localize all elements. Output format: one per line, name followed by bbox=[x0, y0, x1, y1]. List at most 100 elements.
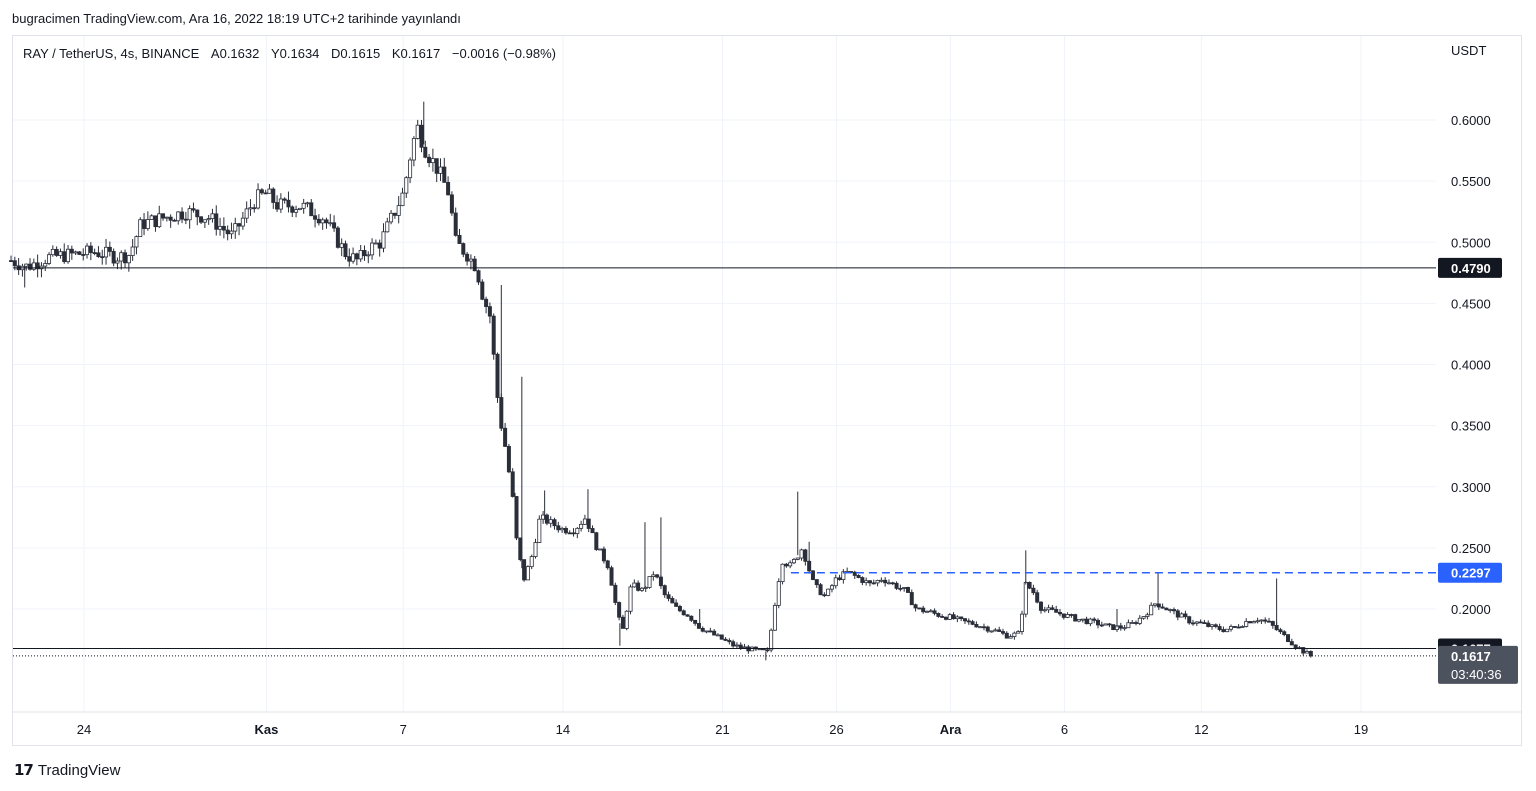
candle-body bbox=[966, 620, 971, 623]
candle-body bbox=[715, 634, 720, 637]
candle-body bbox=[651, 574, 656, 577]
candle-body bbox=[449, 194, 454, 214]
candle-body bbox=[601, 548, 606, 562]
x-tick-label: 6 bbox=[1061, 722, 1068, 737]
tradingview-logo-icon: 𝟭𝟳 bbox=[14, 762, 34, 779]
candle-body bbox=[1088, 618, 1093, 625]
candle-body bbox=[119, 252, 124, 262]
candle-body bbox=[244, 208, 249, 219]
y-tick-label: 0.2500 bbox=[1451, 541, 1491, 556]
candle-body bbox=[107, 246, 112, 252]
candle-body bbox=[617, 602, 622, 618]
candle-body bbox=[563, 527, 568, 534]
candle-body bbox=[88, 245, 93, 253]
candle-body bbox=[1080, 618, 1085, 621]
candle-body bbox=[503, 427, 508, 447]
candle-body bbox=[1301, 647, 1306, 654]
candle-body bbox=[943, 616, 948, 620]
candle-body bbox=[784, 563, 789, 567]
last-price-label: 0.1617 bbox=[1451, 649, 1491, 664]
candle-body bbox=[187, 208, 192, 221]
candle-body bbox=[1092, 618, 1097, 621]
candle-body bbox=[579, 523, 584, 529]
candle-body bbox=[788, 562, 793, 567]
candle-body bbox=[620, 616, 625, 629]
candle-body bbox=[343, 243, 348, 258]
candle-body bbox=[73, 251, 78, 254]
candle-body bbox=[1293, 644, 1298, 648]
candle-body bbox=[134, 236, 139, 248]
candle-body bbox=[453, 212, 458, 236]
candle-body bbox=[275, 202, 280, 210]
candle-body bbox=[1187, 616, 1192, 624]
candle-body bbox=[180, 211, 185, 220]
brand-label: TradingView bbox=[37, 761, 121, 779]
candle-body bbox=[1244, 621, 1249, 627]
candle-body bbox=[339, 243, 344, 248]
y-tick-label: 0.3500 bbox=[1451, 419, 1491, 434]
candle-body bbox=[605, 560, 610, 569]
candle-body bbox=[871, 582, 876, 585]
candle-body bbox=[1229, 626, 1234, 630]
candle-body bbox=[905, 587, 910, 593]
candle-body bbox=[780, 563, 785, 583]
candle-body bbox=[1046, 607, 1051, 611]
candle-body bbox=[852, 571, 857, 576]
candle-body bbox=[1019, 613, 1024, 632]
candle-body bbox=[628, 586, 633, 612]
candle-body bbox=[366, 254, 371, 257]
candle-body bbox=[924, 610, 929, 613]
candle-body bbox=[1194, 621, 1199, 624]
candle-body bbox=[1308, 651, 1313, 657]
candle-body bbox=[1267, 620, 1272, 623]
candle-body bbox=[522, 559, 527, 581]
candle-body bbox=[400, 192, 405, 207]
x-tick-label: 14 bbox=[556, 722, 570, 737]
candle-body bbox=[263, 192, 268, 195]
candle-body bbox=[85, 245, 90, 256]
candle-body bbox=[841, 571, 846, 580]
candle-body bbox=[335, 227, 340, 248]
candle-body bbox=[1160, 606, 1165, 609]
candle-body bbox=[575, 527, 580, 534]
candle-body bbox=[81, 254, 86, 256]
candle-body bbox=[731, 641, 736, 647]
candle-body bbox=[1149, 604, 1154, 616]
candle-body bbox=[1164, 607, 1169, 611]
currency-label: USDT bbox=[1451, 43, 1486, 58]
candle-body bbox=[666, 594, 671, 599]
candle-body bbox=[183, 218, 188, 221]
candle-body bbox=[883, 579, 888, 584]
candle-body bbox=[818, 584, 823, 596]
candle-body bbox=[1042, 609, 1047, 612]
candle-body bbox=[598, 548, 603, 551]
candle-body bbox=[533, 542, 538, 557]
candle-body bbox=[1031, 587, 1036, 594]
candle-body bbox=[442, 166, 447, 183]
candle-body bbox=[130, 246, 135, 256]
candle-body bbox=[989, 630, 994, 633]
candle-body bbox=[240, 217, 245, 227]
candle-body bbox=[438, 166, 443, 174]
candle-body bbox=[480, 281, 485, 300]
candle-body bbox=[867, 580, 872, 584]
x-tick-label: 21 bbox=[715, 722, 729, 737]
legend-open: A0.1632 bbox=[210, 46, 260, 61]
candle-body bbox=[594, 532, 599, 550]
candle-body bbox=[1107, 623, 1112, 626]
candle-body bbox=[571, 532, 576, 535]
candle-body bbox=[864, 580, 869, 583]
candle-body bbox=[875, 580, 880, 584]
candle-body bbox=[468, 258, 473, 262]
candle-body bbox=[902, 587, 907, 589]
candle-body bbox=[772, 605, 777, 631]
candle-body bbox=[548, 519, 553, 524]
candle-body bbox=[814, 579, 819, 586]
candle-body bbox=[1221, 629, 1226, 633]
candle-body bbox=[712, 630, 717, 636]
candle-body bbox=[590, 528, 595, 534]
candle-body bbox=[719, 634, 724, 640]
tradingview-footer[interactable]: 𝟭𝟳 TradingView bbox=[14, 761, 121, 780]
candle-body bbox=[525, 566, 530, 581]
